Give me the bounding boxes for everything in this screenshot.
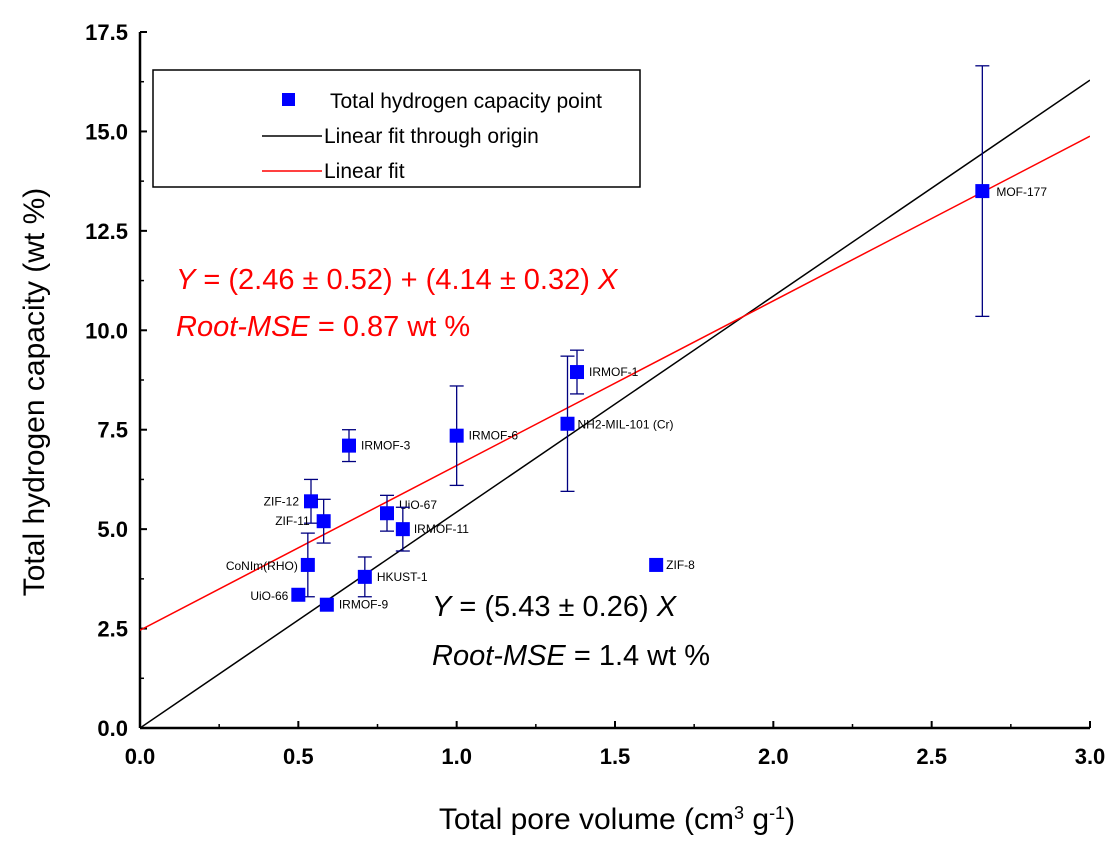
data-point — [649, 557, 664, 572]
fit-line — [140, 79, 1090, 728]
fit-line — [140, 135, 1090, 631]
data-point-label: UiO-66 — [250, 589, 288, 603]
data-point — [449, 428, 464, 443]
black-fit-rmse: Root-MSE = 1.4 wt % — [432, 640, 710, 672]
red-fit-rmse: Root-MSE = 0.87 wt % — [176, 311, 470, 343]
data-point-label: ZIF-8 — [666, 558, 695, 572]
data-point-label: ZIF-12 — [264, 494, 300, 508]
y-tick-label: 10.0 — [85, 318, 128, 343]
data-point-label: CoNIm(RHO) — [226, 559, 298, 573]
data-point — [342, 438, 356, 453]
black-eq-x: X — [656, 591, 678, 623]
x-tick-label: 0.5 — [283, 744, 314, 769]
red-eq-x: X — [597, 264, 619, 296]
y-axis-title: Total hydrogen capacity (wt %) — [18, 188, 51, 597]
red-rmse-name: Root-MSE — [176, 311, 310, 343]
data-point — [300, 557, 315, 572]
data-point-label: MOF-177 — [996, 185, 1047, 199]
plot-area: 0.0 2.5 5.0 7.5 10.0 12.5 15.0 17.5 0.0 0.5 1.0 1.5… — [85, 20, 1105, 769]
x-axis-title: Total pore volume (cm3 g-1) — [439, 803, 795, 836]
black-eq-body: = (5.43 ± 0.26) — [451, 591, 656, 623]
data-point — [316, 514, 331, 529]
y-tick-label: 7.5 — [97, 418, 128, 443]
red-eq-y: Y — [176, 264, 198, 296]
y-tick-label: 12.5 — [85, 219, 128, 244]
black-rmse-body: = 1.4 wt % — [566, 640, 710, 672]
data-point-label: IRMOF-3 — [361, 439, 411, 453]
x-tick-label: 2.5 — [916, 744, 947, 769]
legend: Total hydrogen capacity point Linear fit… — [152, 69, 641, 188]
red-rmse-body: = 0.87 wt % — [310, 311, 470, 343]
legend-box — [152, 69, 641, 188]
x-tick-label: 2.0 — [758, 744, 789, 769]
data-point — [357, 569, 372, 584]
data-point — [560, 416, 575, 431]
data-point — [319, 597, 334, 612]
data-point — [304, 494, 318, 509]
data-point — [975, 184, 990, 199]
data-point-label: IRMOF-6 — [469, 429, 519, 443]
data-point — [380, 506, 394, 521]
data-point-label: ZIF-11 — [275, 514, 310, 528]
legend-label-points: Total hydrogen capacity point — [330, 90, 602, 113]
data-point-label: NH2-MIL-101 (Cr) — [578, 418, 674, 432]
y-tick-label: 17.5 — [85, 20, 128, 45]
black-eq-y: Y — [432, 591, 454, 623]
fit-equations: Y = (2.46 ± 0.52) + (4.14 ± 0.32) X Root… — [176, 264, 710, 672]
legend-label-origin-fit: Linear fit through origin — [324, 125, 539, 148]
data-point-label: IRMOF-11 — [414, 522, 469, 536]
data-point-label: IRMOF-1 — [589, 365, 639, 379]
legend-label-linear-fit: Linear fit — [324, 160, 405, 183]
y-tick-label: 5.0 — [97, 517, 128, 542]
data-point — [395, 522, 410, 537]
y-tick-label: 15.0 — [85, 119, 128, 144]
red-eq-body: = (2.46 ± 0.52) + (4.14 ± 0.32) — [195, 264, 598, 296]
y-tick-label: 0.0 — [97, 716, 128, 741]
data-point-label: IRMOF-9 — [339, 598, 389, 612]
y-tick-label: 2.5 — [97, 617, 128, 642]
red-fit-equation: Y = (2.46 ± 0.52) + (4.14 ± 0.32) X — [176, 264, 619, 296]
x-tick-label: 3.0 — [1075, 744, 1106, 769]
x-tick-label: 1.0 — [441, 744, 472, 769]
data-point-label: HKUST-1 — [377, 570, 428, 584]
black-fit-equation: Y = (5.43 ± 0.26) X — [432, 591, 678, 623]
black-rmse-name: Root-MSE — [432, 640, 566, 672]
x-tick-label: 0.0 — [125, 744, 156, 769]
data-point-label: UiO-67 — [399, 498, 437, 512]
data-point — [291, 587, 306, 602]
legend-marker-points — [282, 93, 295, 106]
x-tick-label: 1.5 — [600, 744, 631, 769]
data-point — [570, 365, 584, 380]
